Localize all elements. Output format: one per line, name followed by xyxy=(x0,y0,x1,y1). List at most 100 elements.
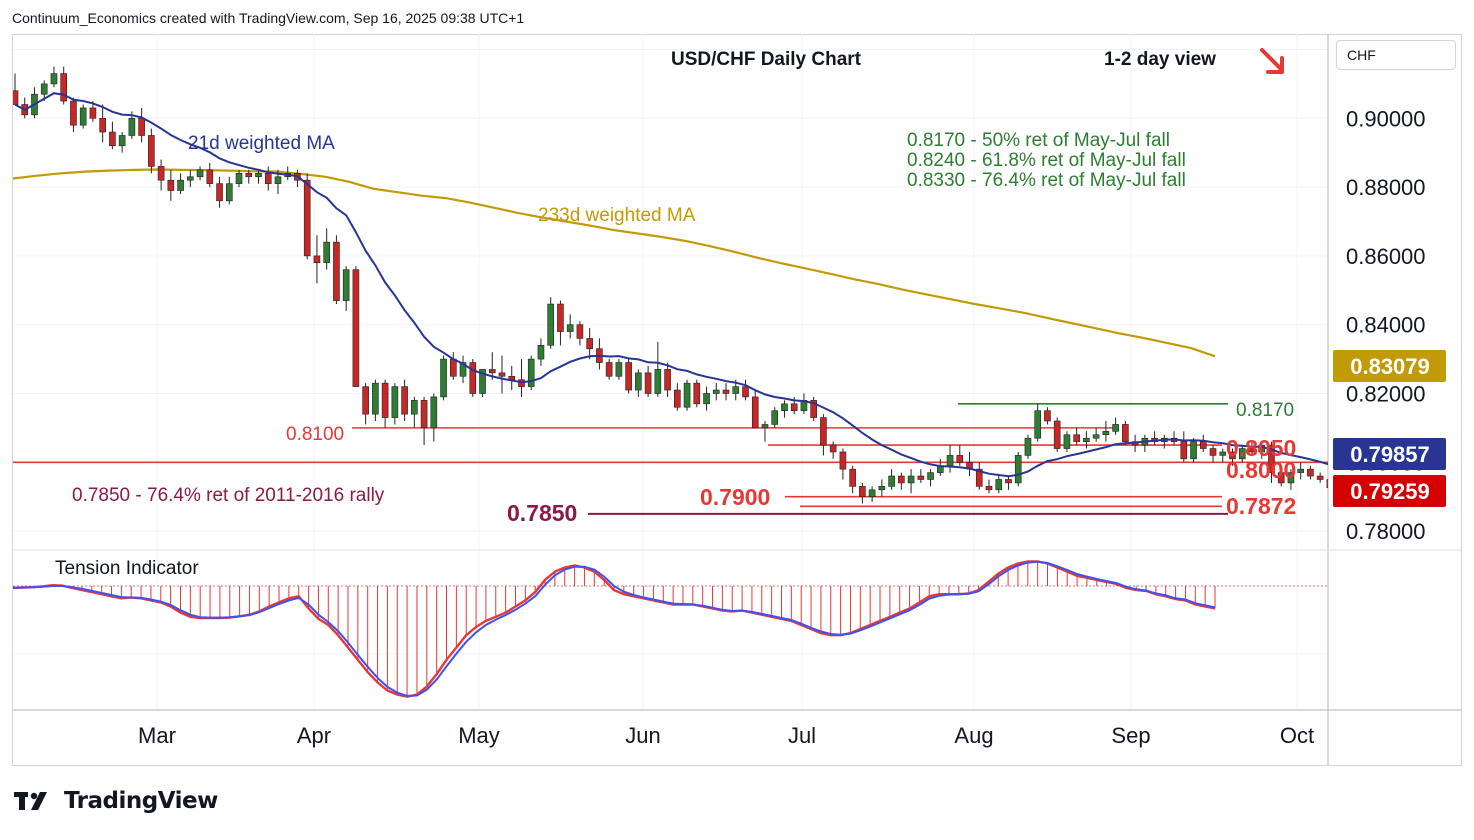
candle-down xyxy=(849,468,856,487)
candle-down xyxy=(333,241,340,301)
price-badge-label: 0.79857 xyxy=(1350,442,1430,467)
candle-up xyxy=(868,489,876,497)
x-tick-label-sep: Sep xyxy=(1111,723,1150,748)
candle-up xyxy=(1014,455,1022,484)
candle-up xyxy=(547,303,555,346)
candle-down xyxy=(790,403,798,411)
price-badge-last xyxy=(1333,475,1446,507)
candle-up xyxy=(615,362,623,377)
candle-down xyxy=(89,107,97,119)
candle-down xyxy=(1209,448,1217,456)
candle-up xyxy=(440,358,447,398)
candle-up xyxy=(1083,437,1090,442)
tradingview-logo-icon xyxy=(14,792,47,810)
candle-down xyxy=(1073,434,1080,442)
candle-down xyxy=(1248,448,1256,453)
candle-down xyxy=(109,131,116,147)
candle-down xyxy=(985,486,993,491)
candle-down xyxy=(206,169,214,184)
level-label-0.8000: 0.8000 xyxy=(1226,457,1296,483)
candle-down xyxy=(751,396,759,429)
candle-up xyxy=(1092,434,1100,439)
candle-down xyxy=(157,166,165,181)
candle-down xyxy=(1005,479,1012,484)
candle-up xyxy=(372,382,379,415)
candle-up xyxy=(430,396,438,429)
level-label-0.8100: 0.8100 xyxy=(286,424,344,445)
candle-up xyxy=(118,135,126,147)
candle-down xyxy=(859,486,866,497)
candle-up xyxy=(255,173,262,178)
candle-down xyxy=(362,386,369,415)
candle-down xyxy=(975,468,983,487)
candle-up xyxy=(479,369,486,394)
candle-down xyxy=(1326,479,1328,489)
candle-up xyxy=(995,479,1003,491)
price-badge-ma21 xyxy=(1333,438,1446,470)
candle-down xyxy=(1053,420,1061,449)
x-tick-label-mar: Mar xyxy=(138,723,176,748)
candle-up xyxy=(1024,437,1032,456)
candle-down xyxy=(70,100,77,126)
level-label-0.8170: 0.8170 xyxy=(1236,400,1294,421)
candle-up xyxy=(771,410,779,425)
retracement-note-3: 0.8330 - 76.4% ret of May-Jul fall xyxy=(907,170,1186,191)
candle-down xyxy=(420,400,428,429)
candle-up xyxy=(1102,431,1110,436)
chart-title: USD/CHF Daily Chart xyxy=(671,49,862,70)
currency-selector[interactable]: CHF xyxy=(1336,40,1456,70)
candle-up xyxy=(1297,468,1304,473)
candle-up xyxy=(79,107,87,126)
level-label-0.8050: 0.8050 xyxy=(1226,435,1296,461)
candle-down xyxy=(401,386,408,415)
candle-up xyxy=(654,369,662,394)
y-tick-label: 0.88000 xyxy=(1346,175,1426,200)
candle-down xyxy=(1316,475,1324,480)
candle-up xyxy=(323,241,330,264)
candle-down xyxy=(469,362,477,394)
level-label-0.7872: 0.7872 xyxy=(1226,493,1296,519)
candle-up xyxy=(187,176,194,181)
candle-down xyxy=(498,372,506,377)
candle-up xyxy=(225,183,233,202)
candle-up xyxy=(761,424,769,429)
candle-down xyxy=(60,73,68,102)
candle-down xyxy=(313,255,321,264)
candle-down xyxy=(576,324,584,339)
x-tick-label-oct: Oct xyxy=(1280,723,1314,748)
tension-indicator-title: Tension Indicator xyxy=(55,558,199,579)
tradingview-logo[interactable]: TradingView xyxy=(14,788,218,814)
candle-up xyxy=(703,393,710,405)
candle-down xyxy=(829,444,837,453)
candle-down xyxy=(264,173,272,184)
candle-up xyxy=(1219,451,1227,456)
candle-down xyxy=(381,382,389,418)
candle-up xyxy=(635,372,642,391)
candle-up xyxy=(274,176,282,184)
candle-up xyxy=(1112,424,1119,432)
candle-up xyxy=(50,73,58,85)
retracement-note-2: 0.8240 - 61.8% ret of May-Jul fall xyxy=(907,150,1186,171)
tension-slow-line xyxy=(13,560,1216,697)
candle-up xyxy=(732,386,740,394)
price-badge-label: 0.79259 xyxy=(1350,479,1430,504)
view-label: 1-2 day view xyxy=(1104,49,1216,70)
y-tick-label: 0.78000 xyxy=(1346,519,1426,544)
candle-down xyxy=(167,179,175,191)
x-tick-label-aug: Aug xyxy=(954,723,993,748)
candle-down xyxy=(917,475,925,480)
chart-frame[interactable] xyxy=(12,34,1462,766)
y-tick-label: 0.90000 xyxy=(1346,106,1426,131)
candle-down xyxy=(742,386,749,398)
candle-up xyxy=(781,403,788,411)
ma233-label: 233d weighted MA xyxy=(538,205,696,226)
candle-up xyxy=(177,179,184,191)
candle-up xyxy=(1287,472,1295,484)
candle-up xyxy=(1190,441,1197,460)
candle-down xyxy=(148,135,155,167)
long-term-retracement-note: 0.7850 - 76.4% ret of 2011-2016 rally xyxy=(72,485,385,506)
candle-down xyxy=(1122,424,1129,442)
candle-up xyxy=(878,486,886,491)
level-label-0.7850: 0.7850 xyxy=(507,500,577,526)
